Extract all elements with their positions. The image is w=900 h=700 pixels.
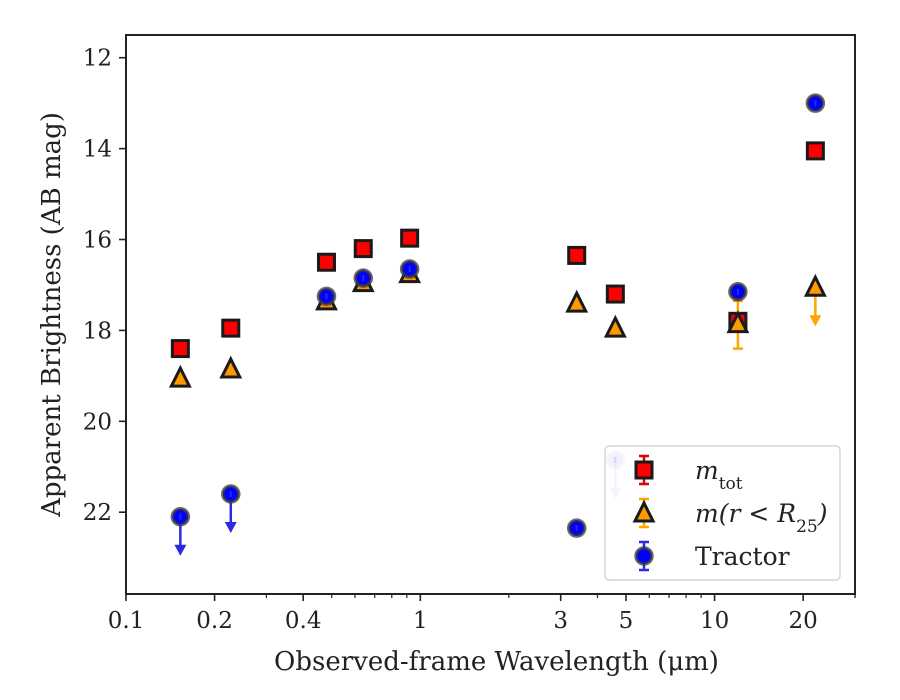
mr25-point: [726, 310, 750, 334]
plot-frame: [125, 34, 856, 595]
mtot-point: [170, 339, 190, 359]
mtot-point: [221, 318, 241, 338]
mtot-point: [400, 228, 420, 248]
square-marker: [316, 252, 336, 272]
y-axis-label: Apparent Brightness (AB mag): [37, 112, 67, 518]
x-tick-label: 0.1: [108, 608, 145, 634]
x-axis-label: Observed-frame Wavelength (μm): [274, 647, 719, 677]
mtot-point: [805, 141, 825, 161]
y-tick-label: 12: [83, 46, 112, 72]
y-tick-label: 14: [83, 137, 112, 163]
square-marker: [221, 318, 241, 338]
square-marker: [170, 339, 190, 359]
x-tick-label: 0.2: [196, 608, 233, 634]
y-tick-label: 22: [83, 500, 112, 526]
square-marker: [567, 245, 587, 265]
arrow-head: [809, 315, 822, 327]
triangle-marker: [632, 499, 656, 523]
x-tick-label: 5: [619, 608, 634, 634]
arrow-head: [224, 522, 237, 534]
axes-layer: 0.1 0.2 0.4 1 3 5 10 20 12 14 16 18 20 22 Observed-fra…: [37, 46, 856, 677]
mr25-point: [219, 355, 243, 379]
legend-label-mr25: m(r < R25): [695, 499, 827, 537]
x-tick-label: 1: [413, 608, 428, 634]
triangle-marker: [803, 273, 827, 297]
triangle-marker: [219, 355, 243, 379]
mr25-point: [168, 364, 192, 388]
mr25-point: [565, 289, 589, 313]
triangle-marker: [168, 364, 192, 388]
y-tick-label: 20: [83, 409, 112, 435]
legend-marker-tractor: [634, 546, 654, 566]
mtot-point: [316, 252, 336, 272]
legend-marker-mr25: [632, 499, 656, 523]
marks-layer: [168, 93, 827, 556]
square-marker: [605, 284, 625, 304]
legend-marker-mtot: [634, 460, 654, 480]
mtot-point: [605, 284, 625, 304]
triangle-marker: [565, 289, 589, 313]
x-tick-label: 20: [789, 608, 818, 634]
x-tick-label: 10: [700, 608, 729, 634]
y-tick-label: 16: [83, 228, 112, 254]
mr25-point: [603, 314, 627, 338]
mtot-point: [567, 245, 587, 265]
x-tick-label: 3: [553, 608, 568, 634]
legend-label-tractor: Tractor: [695, 542, 790, 571]
circle-marker: [634, 546, 654, 566]
arrow-head: [174, 544, 187, 556]
square-marker: [400, 228, 420, 248]
mr25-point: [803, 273, 827, 297]
mtot-point: [353, 239, 373, 259]
square-marker: [634, 460, 654, 480]
legend-label-mtot: mtot: [695, 456, 743, 494]
square-marker: [805, 141, 825, 161]
triangle-marker: [603, 314, 627, 338]
legend: mtot m(r < R25) Tractor: [604, 445, 841, 581]
x-tick-label: 0.4: [285, 608, 322, 634]
square-marker: [353, 239, 373, 259]
y-tick-label: 18: [83, 318, 112, 344]
triangle-marker: [726, 310, 750, 334]
legend-frame: [604, 445, 841, 581]
